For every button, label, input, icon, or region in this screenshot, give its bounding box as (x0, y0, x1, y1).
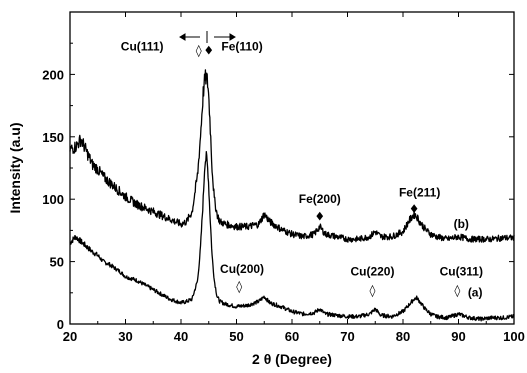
cu-marker-icon: ◊ (236, 280, 242, 294)
annotation-label: (b) (454, 217, 469, 231)
x-tick-label: 50 (229, 329, 243, 344)
series-line-b (69, 69, 515, 243)
peak-arrows (179, 31, 236, 43)
y-tick-label: 200 (42, 67, 64, 82)
y-tick-label: 0 (57, 317, 64, 332)
annotations-group: Cu(111) Fe(110) Fe(200) Fe(211) (b) Cu(200) Cu… (121, 40, 483, 300)
fe-marker-icon: ♦ (409, 202, 420, 216)
x-tick-label: 90 (451, 329, 465, 344)
x-tick-label: 20 (63, 329, 77, 344)
x-tick-label: 100 (503, 329, 525, 344)
annotation-label: Cu(311) (440, 264, 483, 278)
arrow-left-head (179, 33, 186, 41)
annotation-label: Fe(211) (399, 186, 440, 200)
annotation-label: Fe(110) (221, 40, 262, 54)
x-tick-label: 40 (174, 329, 188, 344)
cu-marker-icon: ◊ (196, 44, 202, 58)
y-tick-label: 100 (42, 192, 64, 207)
cu-marker-icon: ◊ (454, 283, 460, 297)
arrow-right-head (229, 33, 236, 41)
x-tick-label: 60 (285, 329, 299, 344)
y-tick-label: 150 (42, 130, 64, 145)
annotation-label: Cu(200) (220, 262, 264, 276)
fe-marker-icon: ♦ (314, 210, 325, 224)
x-tick-label: 70 (340, 329, 354, 344)
annotation-label: Cu(220) (350, 264, 394, 278)
series-line-a (69, 151, 515, 322)
annotation-label: Fe(200) (299, 192, 341, 206)
cu-marker-icon: ◊ (370, 283, 376, 297)
annotation-label: Cu(111) (121, 40, 164, 54)
x-tick-label: 30 (118, 329, 132, 344)
y-axis-title: Intensity (a.u) (7, 122, 23, 213)
fe-marker-icon: ♦ (203, 44, 214, 58)
markers-group: ◊ ♦♦♦◊ ◊ ◊ (196, 44, 461, 298)
x-axis-title: 2 θ (Degree) (252, 351, 332, 367)
axis-ticks: 20 30 40 50 60 70 80 90 100 0 50 100 150 200 (42, 12, 525, 344)
annotation-label: (a) (468, 286, 483, 300)
x-tick-label: 80 (396, 329, 410, 344)
series-group (69, 69, 515, 322)
y-tick-label: 50 (50, 255, 64, 270)
